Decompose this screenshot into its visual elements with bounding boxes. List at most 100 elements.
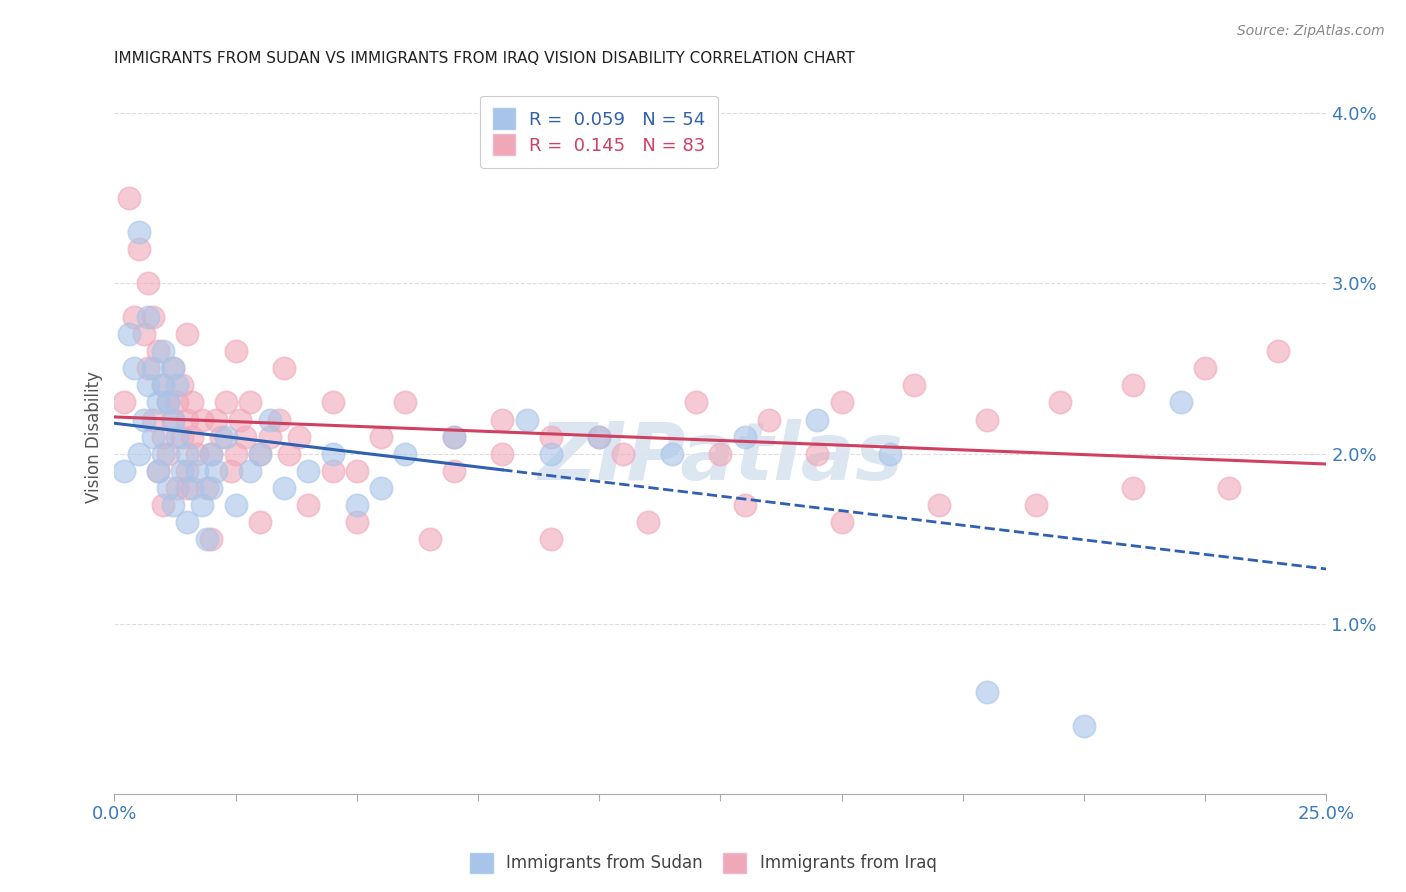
Point [181,429,204,443]
Point [976,412,998,426]
Point [661,446,683,460]
Point [112,395,135,409]
Y-axis label: Vision Disability: Vision Disability [86,370,103,502]
Point [200,446,222,460]
Point [181,481,204,495]
Point [685,395,707,409]
Point [138,378,160,392]
Point [138,277,160,291]
Point [122,310,145,325]
Point [322,463,344,477]
Point [976,684,998,698]
Point [346,498,368,512]
Point [1267,344,1289,359]
Point [287,429,309,443]
Point [394,395,416,409]
Point [1049,395,1071,409]
Point [806,446,828,460]
Point [225,498,247,512]
Point [176,515,198,529]
Point [515,412,537,426]
Point [443,429,465,443]
Point [172,463,194,477]
Point [297,498,319,512]
Point [1121,481,1143,495]
Point [209,429,232,443]
Point [297,463,319,477]
Point [540,446,562,460]
Point [142,361,165,376]
Point [419,532,441,546]
Point [166,429,188,443]
Point [190,498,212,512]
Point [200,481,222,495]
Point [142,412,165,426]
Point [152,344,174,359]
Text: ZIPatlas: ZIPatlas [538,419,903,497]
Point [176,481,198,495]
Text: Source: ZipAtlas.com: Source: ZipAtlas.com [1237,24,1385,38]
Point [122,361,145,376]
Point [928,498,950,512]
Point [273,361,295,376]
Point [612,446,634,460]
Point [156,481,179,495]
Point [195,532,218,546]
Point [491,412,513,426]
Point [162,361,184,376]
Point [181,395,204,409]
Text: IMMIGRANTS FROM SUDAN VS IMMIGRANTS FROM IRAQ VISION DISABILITY CORRELATION CHAR: IMMIGRANTS FROM SUDAN VS IMMIGRANTS FROM… [114,51,855,66]
Point [156,395,179,409]
Point [146,395,169,409]
Point [146,463,169,477]
Point [225,344,247,359]
Point [346,463,368,477]
Point [540,429,562,443]
Legend: Immigrants from Sudan, Immigrants from Iraq: Immigrants from Sudan, Immigrants from I… [463,847,943,880]
Point [540,532,562,546]
Point [709,446,731,460]
Point [166,481,188,495]
Point [370,429,392,443]
Point [156,395,179,409]
Point [1218,481,1240,495]
Point [138,310,160,325]
Point [172,429,194,443]
Point [219,463,242,477]
Point [1025,498,1047,512]
Point [370,481,392,495]
Point [128,446,150,460]
Point [734,429,756,443]
Point [138,361,160,376]
Point [346,515,368,529]
Point [443,463,465,477]
Point [1170,395,1192,409]
Point [162,412,184,426]
Point [259,429,281,443]
Point [146,344,169,359]
Point [166,378,188,392]
Point [233,429,256,443]
Point [205,412,228,426]
Point [200,532,222,546]
Point [152,498,174,512]
Point [142,429,165,443]
Point [152,378,174,392]
Point [491,446,513,460]
Point [249,446,271,460]
Point [273,481,295,495]
Point [1194,361,1216,376]
Point [259,412,281,426]
Point [588,429,610,443]
Legend: R =  0.059   N = 54, R =  0.145   N = 83: R = 0.059 N = 54, R = 0.145 N = 83 [481,95,718,168]
Point [190,412,212,426]
Point [172,378,194,392]
Point [176,446,198,460]
Point [831,395,853,409]
Point [205,463,228,477]
Point [394,446,416,460]
Point [322,446,344,460]
Point [142,310,165,325]
Point [239,463,262,477]
Point [1073,719,1095,733]
